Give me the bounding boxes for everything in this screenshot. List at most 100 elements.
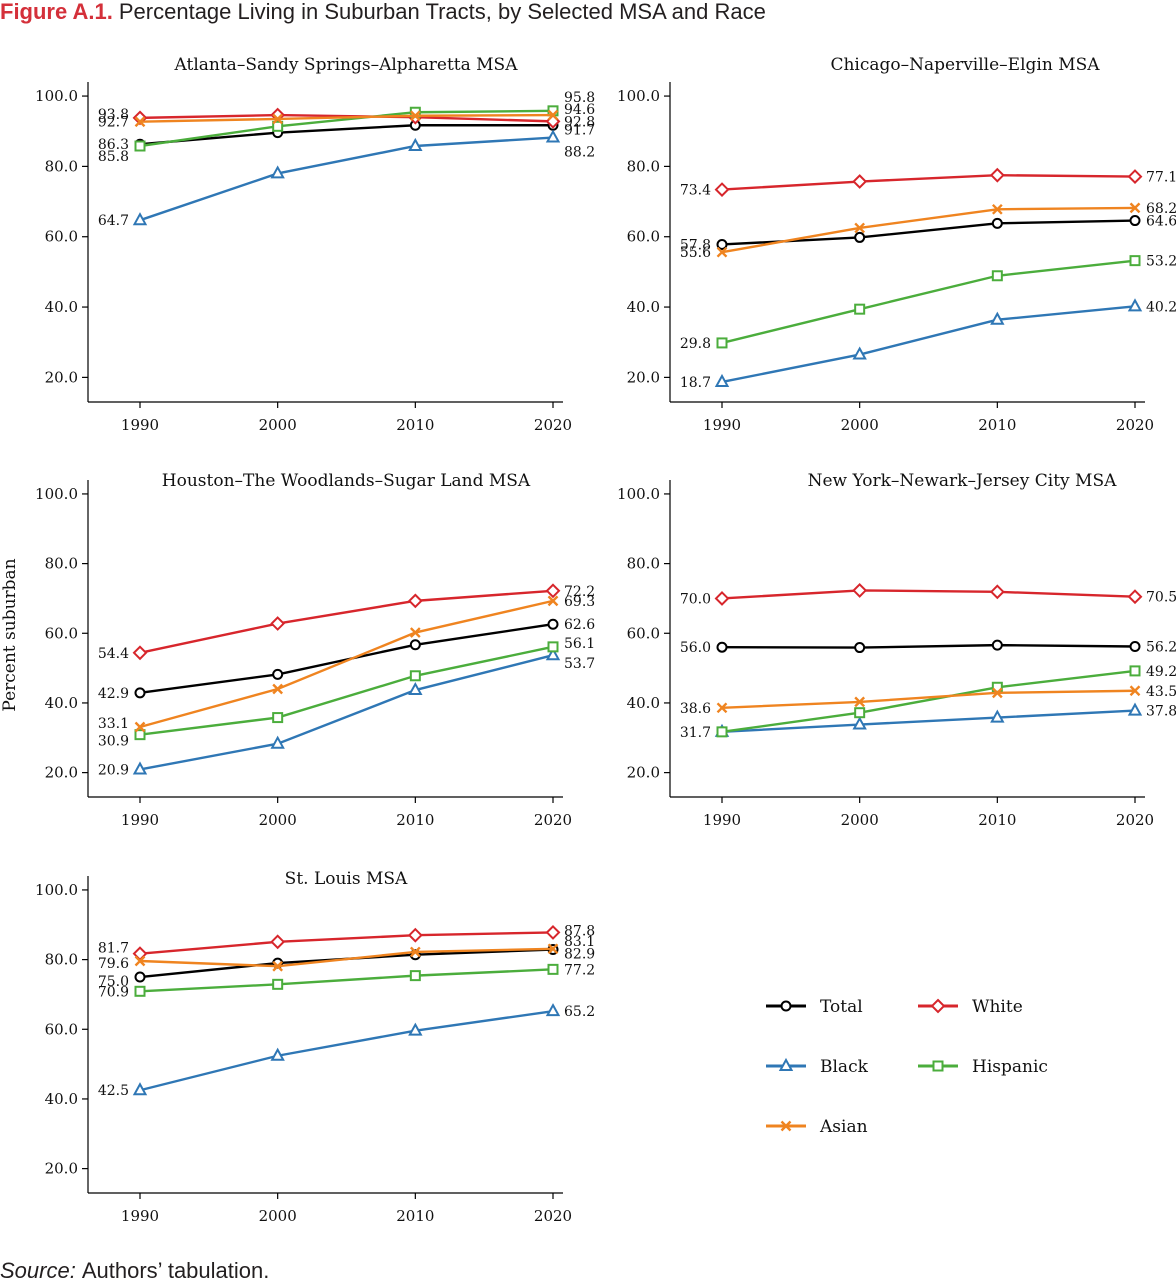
x-tick-label: 2000: [259, 416, 297, 434]
data-point: [852, 346, 867, 360]
data-label: 55.6: [680, 245, 711, 261]
data-label: 70.9: [98, 984, 129, 1000]
data-label: 77.2: [564, 962, 595, 978]
series-line: [721, 669, 1136, 734]
data-label: 88.2: [564, 145, 595, 161]
data-point: [272, 960, 284, 972]
data-label: 81.7: [98, 941, 129, 957]
data-label: 68.2: [1146, 201, 1176, 217]
data-point: [134, 116, 146, 128]
series-black: 18.7 40.2: [680, 298, 1176, 391]
data-point: [1127, 298, 1143, 312]
data-point: [547, 943, 559, 955]
x-tick-label: 1990: [703, 811, 741, 829]
data-point: [991, 687, 1003, 699]
data-point: [408, 681, 423, 696]
figure-header: Figure A.1. Percentage Living in Suburban…: [0, 0, 766, 24]
data-point: [1129, 685, 1141, 697]
x-tick-label: 2020: [534, 1207, 572, 1225]
data-point: [270, 934, 286, 950]
data-point: [272, 683, 284, 695]
series-line: [139, 113, 554, 123]
data-point: [852, 174, 868, 189]
x-tick-label: 2010: [396, 1207, 434, 1225]
data-point: [1129, 202, 1141, 214]
data-label: 95.8: [564, 90, 595, 106]
data-point: [547, 963, 559, 975]
figure-label: Figure A.1.: [0, 0, 113, 24]
y-tick-label: 100.0: [35, 881, 78, 899]
y-tick-label: 100.0: [35, 485, 78, 503]
data-point: [545, 583, 561, 599]
y-tick-label: 20.0: [45, 1160, 78, 1178]
data-point: [545, 925, 561, 940]
data-point: [854, 231, 866, 243]
data-label: 38.6: [680, 701, 711, 717]
x-tick-label: 2020: [534, 416, 572, 434]
data-label: 43.5: [1146, 684, 1176, 700]
data-label: 56.2: [1146, 640, 1176, 656]
data-point: [716, 337, 728, 349]
data-point: [1129, 255, 1141, 267]
data-point: [408, 137, 423, 151]
data-point: [547, 618, 559, 630]
series-line: [139, 136, 554, 222]
series-asian: 55.6 68.2: [680, 201, 1176, 261]
data-point: [989, 167, 1005, 183]
data-label: 33.1: [98, 716, 129, 732]
data-point: [1127, 169, 1143, 185]
data-label: 49.2: [1146, 664, 1176, 680]
series-line: [139, 645, 554, 736]
legend-label: Black: [820, 1057, 869, 1077]
y-tick-label: 40.0: [45, 298, 78, 316]
data-label: 31.7: [680, 725, 711, 741]
series-line: [721, 259, 1136, 345]
data-label: 65.2: [564, 1004, 595, 1020]
data-label: 53.2: [1146, 254, 1176, 270]
data-label: 70.0: [680, 591, 711, 607]
series-line: [139, 968, 554, 993]
series-white: 73.4 77.1: [680, 167, 1176, 199]
y-tick-label: 20.0: [627, 368, 660, 386]
source-text: Authors’ tabulation.: [82, 1258, 270, 1280]
y-tick-label: 60.0: [45, 1020, 78, 1038]
legend: Total White Black Hispanic Asian: [766, 997, 1048, 1137]
data-point: [545, 1003, 561, 1017]
data-point: [854, 303, 866, 315]
y-tick-label: 40.0: [45, 694, 78, 712]
y-tick-label: 20.0: [45, 368, 78, 386]
x-tick-label: 2010: [978, 811, 1016, 829]
data-label: 91.7: [564, 122, 595, 138]
data-point: [990, 709, 1005, 723]
y-tick-label: 40.0: [45, 1090, 78, 1108]
data-point: [407, 593, 423, 609]
x-tick-label: 2000: [259, 1207, 297, 1225]
data-point: [270, 165, 285, 179]
x-tick-label: 2010: [978, 416, 1016, 434]
panel-title: Atlanta–Sandy Springs–Alpharetta MSA: [174, 55, 519, 75]
data-point: [714, 591, 730, 606]
series-line: [721, 709, 1136, 734]
legend-label: Hispanic: [972, 1057, 1048, 1077]
data-label: 56.1: [564, 636, 595, 652]
series-asian: 92.7 94.6: [98, 102, 595, 131]
data-point: [134, 729, 146, 741]
series-black: 64.7 88.2: [98, 129, 595, 229]
legend-marker: [930, 998, 946, 1014]
data-point: [132, 645, 148, 661]
series-line: [139, 124, 553, 146]
series-line: [721, 643, 1136, 649]
x-tick-label: 1990: [121, 1207, 159, 1225]
data-point: [991, 217, 1003, 229]
x-tick-label: 2020: [1116, 416, 1154, 434]
series-line: [721, 589, 1136, 600]
data-point: [1129, 641, 1141, 653]
data-label: 79.6: [98, 956, 129, 972]
data-point: [272, 113, 284, 125]
data-point: [716, 641, 728, 653]
data-label: 69.3: [564, 594, 595, 610]
data-label: 29.8: [680, 336, 711, 352]
data-point: [547, 109, 559, 121]
legend-label: Total: [820, 997, 863, 1017]
chart-panels: Atlanta–Sandy Springs–Alpharetta MSA 20.0…: [35, 55, 1176, 1225]
